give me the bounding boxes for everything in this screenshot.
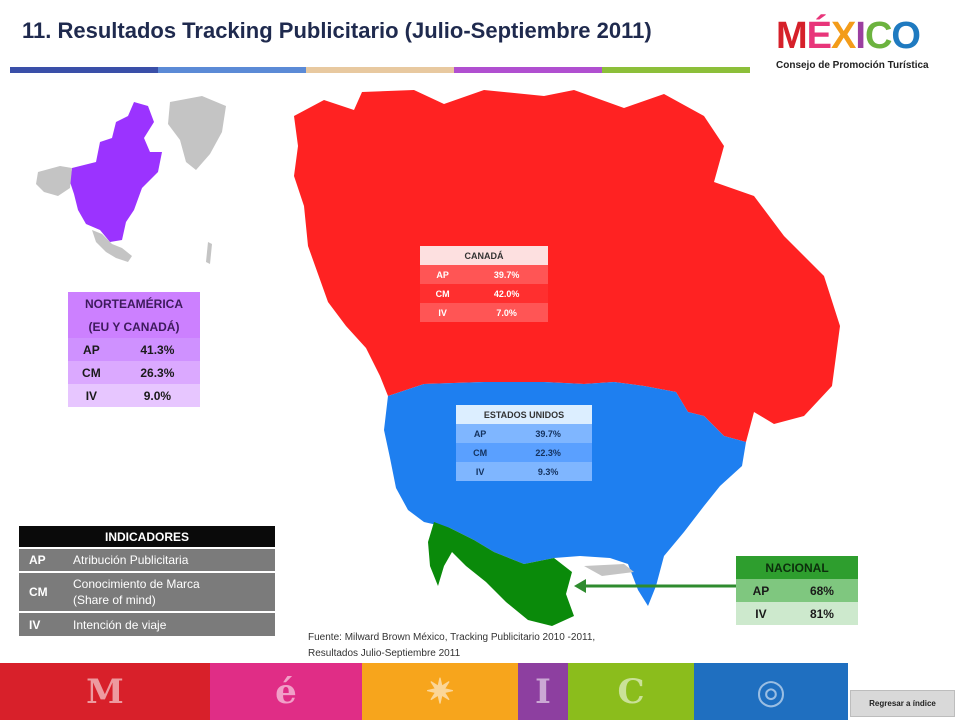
estados-unidos-title: ESTADOS UNIDOS [456,405,592,424]
rule-seg-5 [602,67,750,73]
alaska-shape [36,166,72,196]
footer-glyph: I [535,671,551,712]
nacional-table: NACIONAL AP 68% IV 81% [736,556,858,625]
greenland-shape [168,96,226,170]
rule-seg-2 [158,67,306,73]
logo-word: M É X I C O [776,14,946,58]
row-value: 9.0% [114,384,200,407]
row-value: 81% [785,602,858,625]
row-code: CM [68,361,115,384]
islands-shape [206,242,212,264]
canada-title: CANADÁ [420,246,548,265]
logo-letter: I [855,15,866,57]
north-america-map [294,90,840,626]
norteamerica-title: NORTEAMÉRICA [68,292,200,315]
indicator-code: CM [19,571,65,612]
snail-icon: C [568,663,694,720]
source-line: Resultados Julio-Septiembre 2011 [308,648,461,659]
footer-glyph: ✷ [425,671,455,712]
row-value: 9.3% [504,462,592,481]
norteamerica-table: NORTEAMÉRICA (EU Y CANADÁ) AP 41.3% CM 26.… [68,292,200,407]
page-title: 11. Resultados Tracking Publicitario (Ju… [22,18,652,43]
row-code: CM [420,284,466,303]
title-rule [10,67,750,73]
row-code: IV [456,462,505,481]
rule-seg-4 [454,67,602,73]
cuba-shape [584,564,634,576]
row-code: CM [456,443,505,462]
row-code: IV [736,602,786,625]
row-code: AP [456,424,505,443]
estados-unidos-table: ESTADOS UNIDOS AP 39.7% CM 22.3% IV 9.3% [456,405,592,481]
indicator-desc-line: Conocimiento de Marca [73,577,200,591]
indicadores-table: INDICADORES AP Atribución Publicitaria C… [19,526,275,636]
logo-letter: O [891,15,921,57]
canada-table: CANADÁ AP 39.7% CM 42.0% IV 7.0% [420,246,548,322]
row-value: 68% [785,579,858,602]
mexico-logo: M É X I C O Consejo de Promoción Turísti… [776,14,946,78]
nacional-arrow-head [574,579,586,593]
eye-icon: ◎ [694,663,848,720]
pillar-icon: I [518,663,568,720]
indicadores-title: INDICADORES [19,526,275,548]
row-value: 39.7% [504,424,592,443]
canada-shape [294,90,840,442]
row-value: 26.3% [114,361,200,384]
logo-subtitle: Consejo de Promoción Turística [776,60,929,71]
spiral-icon: é [210,663,362,720]
mexico-shape [428,522,574,626]
rule-seg-1 [10,67,158,73]
footer-band: M é ✷ I C ◎ [0,663,848,720]
row-value: 42.0% [465,284,548,303]
footer-glyph: C [617,671,645,712]
indicator-desc-line: (Share of mind) [73,593,156,607]
indicator-code: AP [19,547,65,572]
mayan-icon: M [0,663,210,720]
footer-glyph: é [275,671,297,712]
na-highlight-shape [70,102,162,242]
footer-glyph: M [86,671,124,712]
row-code: AP [68,338,115,361]
logo-letter: M [776,15,808,57]
indicator-code: IV [19,611,65,636]
row-code: AP [736,579,786,602]
row-value: 39.7% [465,265,548,284]
row-value: 7.0% [465,303,548,322]
indicator-desc: Atribución Publicitaria [65,547,275,572]
sun-icon: ✷ [362,663,518,720]
row-code: IV [68,384,115,407]
mexico-shape [92,230,132,262]
logo-letter: X [831,15,856,57]
logo-letter: É [806,15,832,57]
rule-seg-3 [306,67,454,73]
nacional-title: NACIONAL [736,556,858,579]
indicator-desc: Intención de viaje [65,611,275,636]
logo-letter: C [864,15,892,57]
row-code: AP [420,265,466,284]
footer-glyph: ◎ [756,671,786,712]
norteamerica-subtitle: (EU Y CANADÁ) [68,315,200,338]
source-line: Fuente: Milward Brown México, Tracking P… [308,632,596,643]
north-america-locator-map [36,96,226,264]
row-value: 41.3% [114,338,200,361]
source-note: Fuente: Milward Brown México, Tracking P… [308,630,708,662]
back-to-index-button[interactable]: Regresar a índice [850,690,955,717]
indicator-desc: Conocimiento de Marca (Share of mind) [65,571,275,612]
row-code: IV [420,303,466,322]
row-value: 22.3% [504,443,592,462]
